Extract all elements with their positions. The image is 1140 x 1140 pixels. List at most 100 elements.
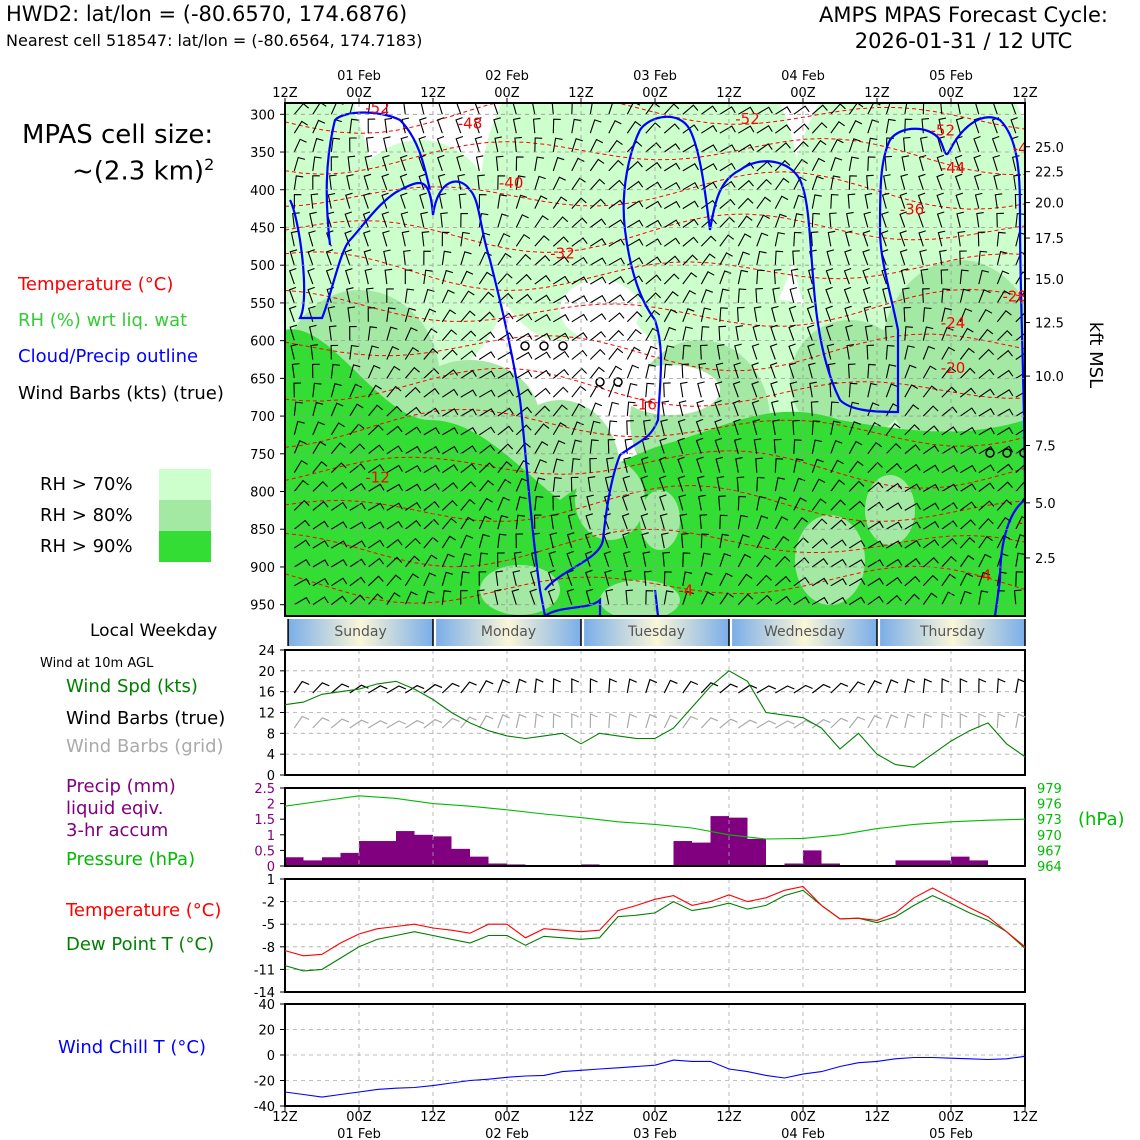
wind-barb xyxy=(959,288,971,304)
wind-barb-true xyxy=(645,678,658,694)
wind-barb xyxy=(682,272,698,285)
wind-barb-true xyxy=(552,678,561,694)
wind-barb xyxy=(325,267,334,285)
wind-barb xyxy=(807,286,815,304)
wind-barb xyxy=(978,328,994,341)
wind-barb xyxy=(682,307,695,322)
temperature-contour-label: -40 xyxy=(499,174,524,192)
wind-barb xyxy=(903,306,912,322)
wind-barb xyxy=(867,577,884,587)
wind-barb xyxy=(957,103,961,115)
precip-panel-frame xyxy=(284,787,1026,867)
wind-barb xyxy=(774,231,786,247)
wind-barb xyxy=(826,249,835,266)
wind-barb xyxy=(714,399,722,417)
wind-barb xyxy=(700,307,712,322)
wind-barb xyxy=(695,418,704,436)
wind-barb xyxy=(700,253,716,266)
calm-circle xyxy=(520,341,530,351)
wind-barb xyxy=(881,211,889,228)
wind-barb xyxy=(386,326,398,341)
wind-barb xyxy=(923,521,940,530)
wind-barb xyxy=(996,212,1004,228)
wind-barb xyxy=(753,306,762,322)
wind-barb xyxy=(293,194,302,209)
wind-barb xyxy=(904,424,920,436)
wind-barb xyxy=(312,119,326,134)
wind-barb xyxy=(571,403,586,417)
wind-barb xyxy=(552,236,569,247)
wind-barb xyxy=(960,446,977,455)
wind-barb xyxy=(922,557,939,568)
wind-barb-grid xyxy=(959,713,968,728)
weekday-cell xyxy=(584,619,729,646)
wind-barb xyxy=(571,177,586,191)
wind-barb xyxy=(997,408,1014,417)
wind-barb xyxy=(774,250,784,266)
wind-barb xyxy=(848,440,863,455)
wind-barb xyxy=(918,154,927,172)
wind-barb xyxy=(737,269,749,285)
wind-barb xyxy=(349,344,359,360)
wind-barb xyxy=(756,196,772,209)
wind-barb xyxy=(829,382,837,398)
wind-barb-grid xyxy=(441,717,460,729)
wind-barb xyxy=(793,497,807,511)
wind-barb xyxy=(330,363,340,379)
xs-height-tick-label: 20.0 xyxy=(1035,197,1064,212)
temperature-contour xyxy=(285,484,1025,522)
wind-barb xyxy=(973,154,981,172)
wind-barb xyxy=(589,218,607,228)
wind-barb xyxy=(627,200,644,210)
wind-barb-grid xyxy=(700,717,719,729)
wind-barb xyxy=(885,103,898,115)
wind-barb xyxy=(830,558,847,568)
wind-barb xyxy=(381,192,389,209)
wind-barb xyxy=(293,539,311,549)
wind-barb xyxy=(552,422,567,436)
wind-barb-grid xyxy=(682,715,699,729)
hpa-unit-label: (hPa) xyxy=(1078,809,1125,830)
wind-barb xyxy=(570,476,579,492)
wind-barb-true xyxy=(497,679,510,694)
wind-barb-true xyxy=(404,684,425,694)
wind-barb xyxy=(494,588,502,605)
wind-barb xyxy=(867,521,884,530)
wind-barb xyxy=(404,501,422,511)
wind-barb xyxy=(294,558,311,568)
wind-barb-true xyxy=(589,678,598,694)
wind-barb xyxy=(455,117,463,134)
wind-barb xyxy=(681,363,690,379)
wind-barb xyxy=(867,421,881,436)
wind-barb-grid xyxy=(737,719,758,729)
wind-barb xyxy=(308,324,317,341)
xs-height-tick-label: 7.5 xyxy=(1035,440,1056,455)
pressure-ytick-label: 964 xyxy=(1037,860,1062,875)
wind-barb xyxy=(362,192,371,209)
wind-barb-true xyxy=(996,678,1006,694)
wind-barb xyxy=(904,444,921,455)
wind-barb-grid xyxy=(848,716,866,729)
wind-barb xyxy=(774,477,785,492)
wind-barb xyxy=(623,456,631,473)
wind-barb xyxy=(552,156,565,172)
wind-barb xyxy=(386,556,403,568)
wind-barb xyxy=(1011,103,1017,115)
wind-barb xyxy=(679,513,688,530)
wind-barb xyxy=(938,117,947,134)
wind-barb xyxy=(511,588,520,605)
wind-barb-true xyxy=(423,683,443,694)
wind-barb xyxy=(737,215,753,228)
wind-barb xyxy=(623,570,632,586)
wind-barb xyxy=(423,328,438,341)
wind-barb xyxy=(442,445,459,455)
wind-barb xyxy=(382,230,390,247)
wind-barb xyxy=(552,256,570,266)
wind-barb xyxy=(774,575,791,587)
wind-barb xyxy=(885,443,902,455)
wind-barb xyxy=(848,520,866,530)
wind-barb xyxy=(515,293,533,304)
wind-barb xyxy=(811,498,827,511)
wind-barb-true xyxy=(293,680,310,694)
wind-barb xyxy=(682,254,698,266)
